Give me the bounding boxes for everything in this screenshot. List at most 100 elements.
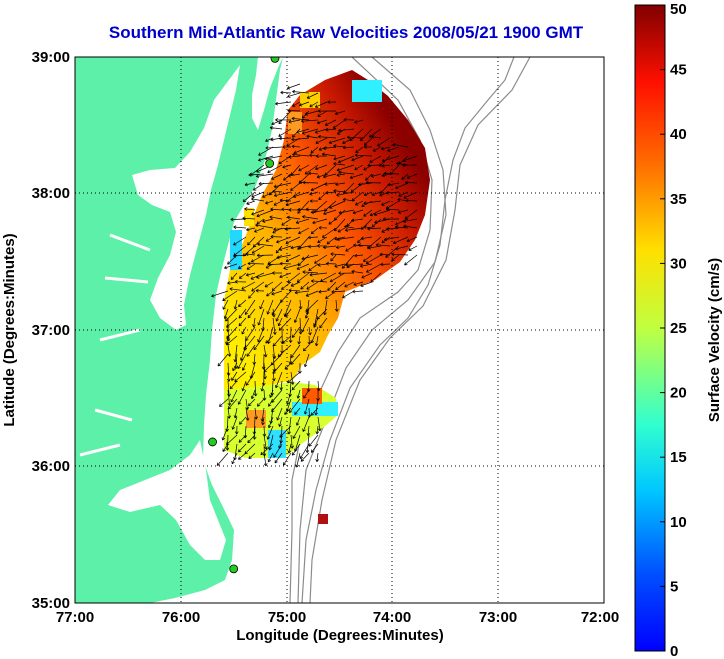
velocity-arrow bbox=[233, 236, 247, 246]
velocity-arrow bbox=[343, 117, 355, 122]
velocity-arrow bbox=[387, 146, 400, 152]
velocity-arrow bbox=[253, 380, 258, 397]
velocity-arrow bbox=[261, 416, 265, 426]
velocity-arrow bbox=[271, 119, 283, 126]
velocity-arrow bbox=[287, 371, 301, 384]
velocity-arrow bbox=[315, 452, 320, 463]
velocity-arrow bbox=[281, 281, 292, 290]
velocity-arrow bbox=[304, 164, 319, 175]
velocity-arrow bbox=[314, 335, 319, 347]
velocity-arrow bbox=[395, 182, 409, 190]
velocity-arrow bbox=[310, 182, 328, 192]
velocity-arrow bbox=[257, 308, 265, 326]
colorbar-tick-label: 45 bbox=[670, 62, 687, 79]
velocity-arrow bbox=[337, 155, 355, 164]
velocity-arrow bbox=[244, 182, 256, 187]
velocity-arrow bbox=[344, 281, 355, 288]
velocity-arrow bbox=[381, 164, 391, 168]
velocity-arrow bbox=[290, 182, 301, 191]
velocity-arrow bbox=[336, 164, 355, 172]
velocity-arrow bbox=[322, 245, 337, 250]
velocity-arrow bbox=[290, 164, 301, 176]
velocity-arrow bbox=[298, 245, 310, 250]
velocity-arrow bbox=[357, 243, 373, 247]
velocity-arrow bbox=[345, 245, 355, 252]
velocity-arrow bbox=[263, 344, 268, 358]
velocity-arrow bbox=[302, 416, 310, 432]
velocity-arrow bbox=[363, 200, 382, 205]
velocity-arrow bbox=[383, 171, 400, 176]
velocity-arrow bbox=[315, 154, 328, 159]
velocity-arrow bbox=[282, 335, 292, 344]
velocity-arrow bbox=[250, 254, 265, 263]
velocity-arrow bbox=[325, 128, 337, 132]
velocity-arrow bbox=[317, 109, 337, 113]
velocity-arrow bbox=[363, 225, 373, 229]
velocity-arrow bbox=[372, 146, 382, 152]
velocity-arrow bbox=[402, 218, 418, 224]
velocity-arrow bbox=[303, 353, 310, 368]
velocity-arrow bbox=[251, 281, 265, 292]
velocity-arrow bbox=[381, 236, 391, 244]
river-estuaries bbox=[79, 233, 151, 457]
velocity-arrow bbox=[322, 146, 337, 151]
velocity-arrow bbox=[311, 279, 328, 283]
plot-frame bbox=[74, 56, 605, 604]
velocity-arrow bbox=[308, 235, 319, 240]
velocity-arrow bbox=[361, 272, 373, 279]
velocity-arrow bbox=[317, 236, 328, 243]
velocity-arrow bbox=[282, 452, 292, 466]
velocity-arrow bbox=[292, 152, 310, 157]
velocity-arrow bbox=[238, 434, 247, 443]
velocity-arrow bbox=[317, 416, 322, 432]
colorbar-tick-label: 50 bbox=[670, 1, 687, 18]
velocity-arrow bbox=[377, 137, 391, 147]
velocity-arrow bbox=[354, 253, 364, 258]
velocity-arrow bbox=[375, 243, 391, 247]
velocity-arrow bbox=[308, 263, 319, 272]
velocity-arrow bbox=[395, 218, 409, 226]
y-tick-label: 35:00 bbox=[32, 595, 70, 612]
velocity-arrow bbox=[246, 344, 256, 357]
velocity-arrow bbox=[365, 180, 382, 185]
velocity-arrow bbox=[305, 290, 319, 297]
velocity-arrow bbox=[246, 227, 256, 232]
velocity-arrow bbox=[381, 200, 391, 206]
velocity-arrow bbox=[267, 452, 274, 463]
velocity-arrow bbox=[245, 398, 250, 410]
velocity-arrow bbox=[404, 254, 418, 266]
velocity-arrow bbox=[345, 263, 364, 267]
y-tick-label: 38:00 bbox=[32, 185, 70, 202]
velocity-arrow bbox=[216, 452, 229, 466]
velocity-arrow bbox=[273, 227, 292, 232]
velocity-arrow bbox=[326, 261, 337, 266]
velocity-arrow bbox=[317, 110, 328, 117]
velocity-arrow bbox=[294, 407, 301, 415]
velocity-arrow bbox=[259, 299, 265, 310]
velocity-arrow bbox=[392, 236, 409, 245]
velocity-arrow bbox=[273, 443, 283, 458]
velocity-arrow bbox=[294, 290, 310, 295]
velocity-arrow bbox=[266, 425, 274, 440]
velocity-arrow bbox=[288, 326, 293, 343]
velocity-arrow bbox=[310, 209, 328, 214]
velocity-arrow bbox=[273, 191, 292, 198]
velocity-arrow bbox=[290, 344, 301, 359]
velocity-arrow bbox=[321, 227, 337, 238]
colorbar-ticks: 0 5 10 15 20 25 30 35 40 45 50 bbox=[660, 1, 687, 659]
velocity-arrow bbox=[402, 155, 418, 163]
velocity-arrow bbox=[310, 407, 319, 416]
velocity-arrow bbox=[304, 110, 319, 116]
velocity-arrow bbox=[237, 353, 247, 370]
velocity-arrow bbox=[330, 254, 337, 262]
velocity-arrow bbox=[296, 263, 310, 270]
velocity-arrow bbox=[274, 452, 283, 464]
velocity-arrow bbox=[367, 163, 382, 168]
velocity-arrow bbox=[278, 416, 283, 427]
velocity-arrow bbox=[247, 261, 265, 266]
velocity-arrow bbox=[313, 317, 319, 328]
velocity-arrow bbox=[292, 101, 301, 107]
velocity-arrow bbox=[256, 253, 274, 258]
velocity-arrow bbox=[380, 146, 391, 151]
